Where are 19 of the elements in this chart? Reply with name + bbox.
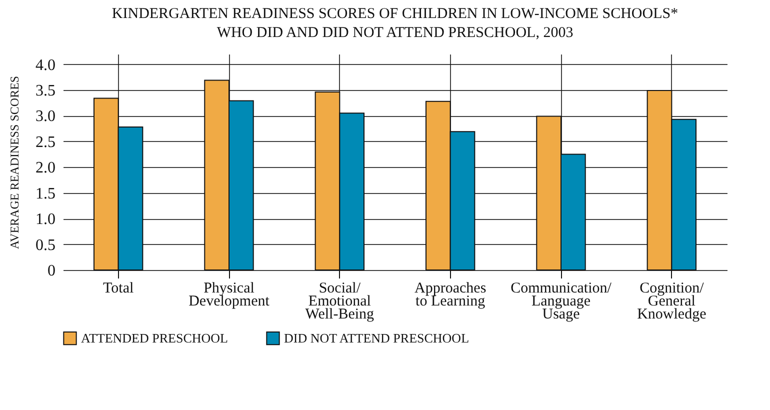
y-tick-label: 2.0	[36, 160, 56, 177]
x-tick-label: Approaches to Learning	[414, 280, 486, 310]
y-tick-label: 0	[48, 262, 56, 280]
legend-label: DID NOT ATTEND PRESCHOOL	[284, 330, 470, 346]
x-tick-label: Total	[103, 280, 134, 296]
y-tick-label: 3.0	[36, 108, 56, 126]
y-tick-label: 3.5	[36, 82, 56, 100]
x-tick-label: Communication/ Language Usage	[510, 280, 612, 322]
y-tick-label: 1.5	[36, 185, 56, 202]
legend-label: ATTENDED PRESCHOOL	[81, 330, 228, 346]
x-tick-label: Social/ Emotional Well-Being	[305, 280, 375, 322]
y-tick-label: 1.0	[36, 211, 56, 228]
chart-title: KINDERGARTEN READINESS SCORES OF CHILDREN IN LOW-INCOME SCHOOLS* WHO DID AND DID NOT ATTEND PRESCHOOL, 2003	[112, 6, 678, 41]
y-tick-label: 4.0	[36, 56, 56, 74]
y-axis-title: AVERAGE READINESS SCORES	[8, 76, 22, 250]
y-tick-label: 2.5	[36, 134, 56, 151]
x-tick-label: Physical Development	[188, 280, 270, 310]
y-tick-label: 0.5	[36, 236, 56, 254]
x-tick-label: Cognition/ General Knowledge	[637, 280, 707, 322]
